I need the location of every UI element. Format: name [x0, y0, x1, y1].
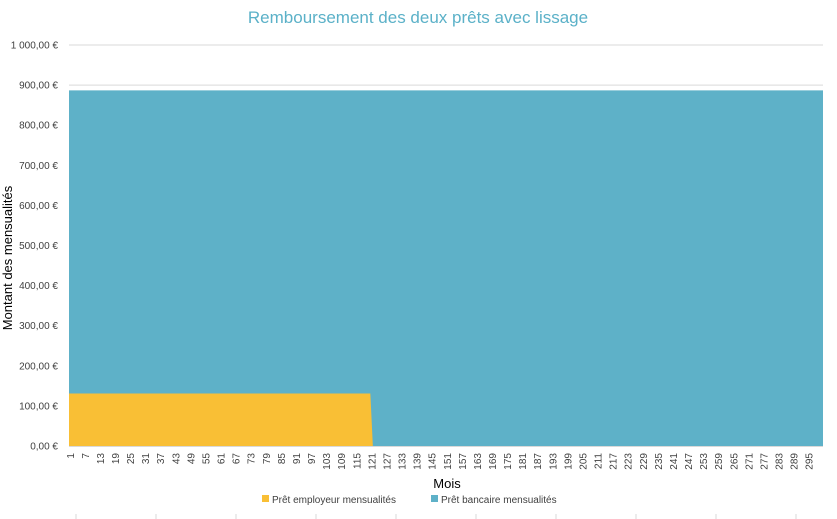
- y-tick-label: 900,00 €: [19, 81, 58, 92]
- legend-label: Prêt bancaire mensualités: [441, 495, 557, 506]
- x-tick-label: 1: [66, 453, 77, 459]
- x-tick-label: 31: [141, 453, 152, 465]
- y-tick-label: 1 000,00 €: [11, 41, 59, 52]
- y-tick-label: 600,00 €: [19, 201, 58, 212]
- x-tick-label: 97: [307, 453, 318, 465]
- y-axis-title: Montant des mensualités: [0, 185, 15, 330]
- x-tick-label: 205: [578, 453, 589, 470]
- x-tick-label: 265: [729, 453, 740, 470]
- legend-swatch: [431, 495, 438, 502]
- x-tick-label: 73: [247, 453, 258, 465]
- x-tick-label: 187: [533, 453, 544, 470]
- y-tick-label: 700,00 €: [19, 161, 58, 172]
- x-tick-label: 7: [81, 453, 92, 459]
- x-tick-label: 283: [775, 453, 786, 470]
- x-tick-label: 37: [156, 453, 167, 465]
- x-tick-label: 259: [714, 453, 725, 470]
- x-tick-label: 13: [96, 453, 107, 465]
- x-tick-label: 157: [458, 453, 469, 470]
- legend-swatch: [262, 495, 269, 502]
- y-tick-label: 100,00 €: [19, 401, 58, 412]
- x-tick-label: 175: [503, 453, 514, 470]
- x-tick-label: 241: [669, 453, 680, 470]
- x-tick-label: 61: [217, 453, 228, 465]
- y-tick-label: 500,00 €: [19, 241, 58, 252]
- x-tick-label: 193: [548, 453, 559, 470]
- x-tick-label: 229: [639, 453, 650, 470]
- x-tick-label: 139: [413, 453, 424, 470]
- area-pret-bancaire: [69, 90, 823, 447]
- y-axis-ticks: 0,00 € 100,00 € 200,00 € 300,00 € 400,00 € 50…: [11, 41, 59, 453]
- x-tick-label: 247: [684, 453, 695, 470]
- x-tick-label: 127: [382, 453, 393, 470]
- plot-areas: [69, 90, 823, 447]
- x-tick-label: 181: [518, 453, 529, 470]
- x-tick-label: 103: [322, 453, 333, 470]
- area-pret-employeur: [69, 393, 373, 446]
- x-tick-label: 79: [262, 453, 273, 465]
- x-tick-label: 295: [805, 453, 816, 470]
- y-tick-label: 400,00 €: [19, 281, 58, 292]
- x-tick-label: 91: [292, 453, 303, 465]
- x-tick-label: 217: [609, 453, 620, 470]
- x-tick-label: 19: [111, 453, 122, 465]
- legend: Prêt employeur mensualités Prêt bancaire …: [262, 495, 557, 506]
- y-tick-label: 0,00 €: [30, 442, 58, 453]
- x-tick-label: 289: [790, 453, 801, 470]
- x-tick-label: 277: [759, 453, 770, 470]
- chart-title: Remboursement des deux prêts avec lissag…: [248, 8, 588, 27]
- y-tick-label: 800,00 €: [19, 121, 58, 132]
- x-tick-label: 151: [443, 453, 454, 470]
- x-tick-label: 223: [624, 453, 635, 470]
- x-axis-ticks: 1 7 13 19 25 31 37 43 49 55 61 67 73 79 85 91 97 103 109 11…: [66, 453, 816, 470]
- x-tick-label: 211: [594, 453, 605, 469]
- legend-label: Prêt employeur mensualités: [272, 495, 396, 506]
- x-tick-label: 133: [398, 453, 409, 470]
- x-tick-label: 55: [201, 453, 212, 465]
- x-tick-label: 115: [352, 453, 363, 469]
- y-tick-label: 300,00 €: [19, 321, 58, 332]
- x-tick-label: 253: [699, 453, 710, 470]
- x-tick-label: 109: [337, 453, 348, 470]
- x-axis-title: Mois: [433, 476, 461, 491]
- x-tick-label: 25: [126, 453, 137, 465]
- x-tick-label: 235: [654, 453, 665, 470]
- y-tick-label: 200,00 €: [19, 361, 58, 372]
- x-tick-label: 43: [171, 453, 182, 465]
- x-tick-label: 49: [186, 453, 197, 465]
- x-tick-label: 271: [744, 453, 755, 470]
- x-tick-label: 121: [367, 453, 378, 470]
- x-tick-label: 163: [473, 453, 484, 470]
- x-tick-label: 67: [232, 453, 243, 465]
- x-tick-label: 199: [563, 453, 574, 470]
- x-tick-label: 145: [428, 453, 439, 470]
- x-tick-label: 85: [277, 453, 288, 465]
- outer-frame-ticks: [75, 514, 797, 519]
- x-tick-label: 169: [488, 453, 499, 470]
